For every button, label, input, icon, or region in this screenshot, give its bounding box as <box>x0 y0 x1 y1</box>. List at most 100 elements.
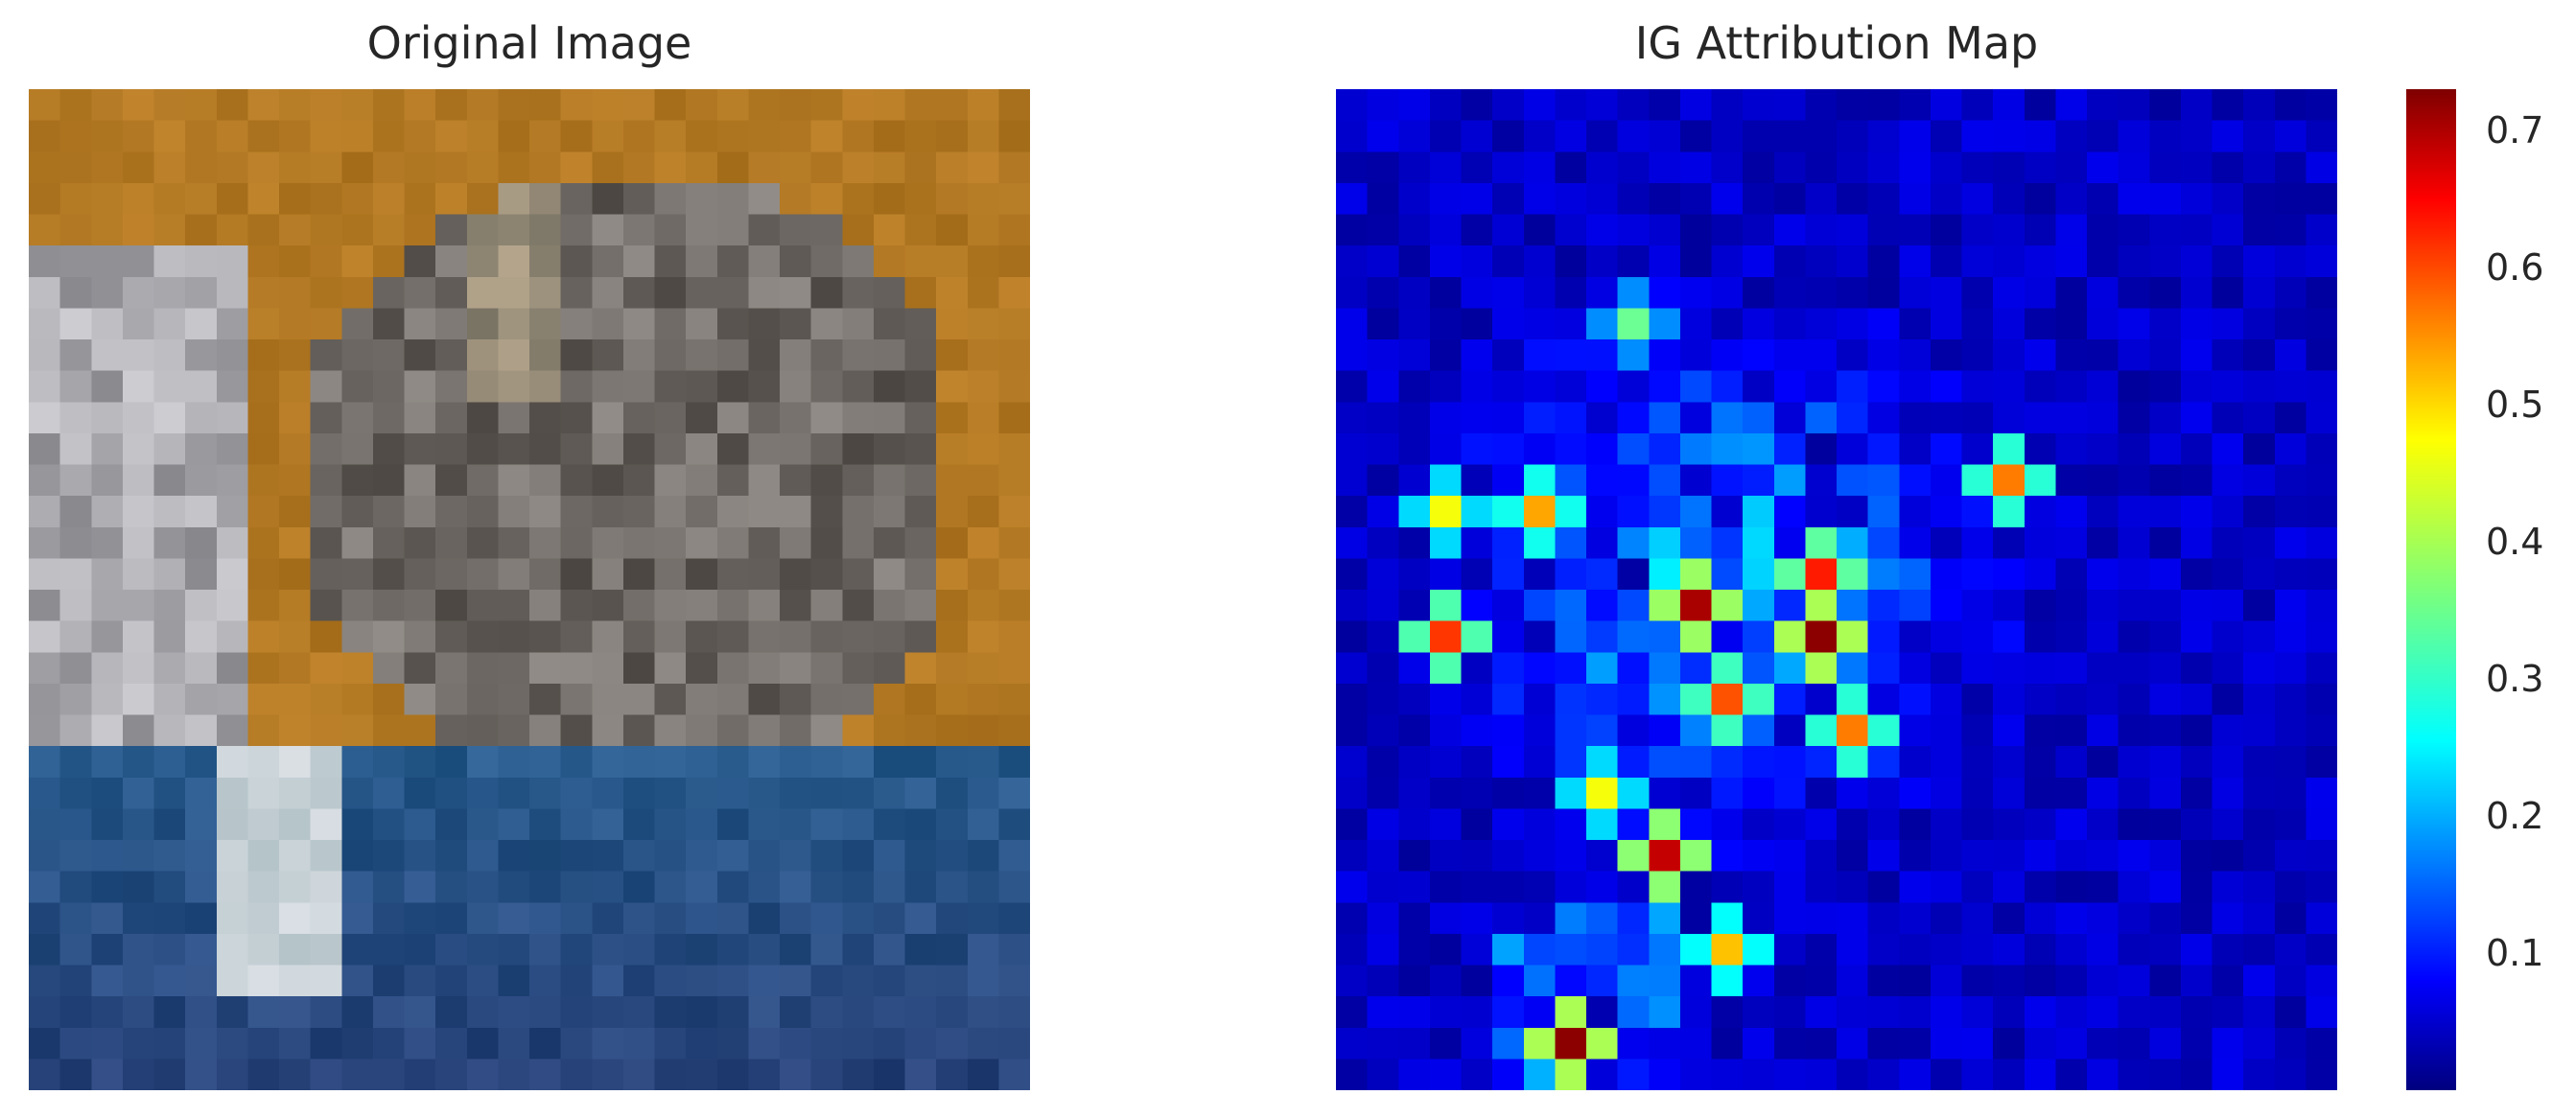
heatmap-cell <box>2212 432 2244 466</box>
heatmap-cell <box>1930 933 1963 967</box>
heatmap-cell <box>1429 620 1463 653</box>
heatmap-cell <box>1711 902 1744 935</box>
image-pixel <box>59 402 92 434</box>
heatmap-cell <box>2024 558 2057 591</box>
heatmap-cell <box>1429 590 1463 622</box>
image-pixel <box>560 89 593 122</box>
image-pixel <box>29 808 61 841</box>
image-pixel <box>998 370 1030 403</box>
heatmap-cell <box>1555 120 1587 152</box>
heatmap-cell <box>1899 840 1932 873</box>
image-pixel <box>185 871 218 903</box>
image-pixel <box>185 464 218 497</box>
image-pixel <box>216 276 249 310</box>
image-pixel <box>185 526 218 560</box>
image-pixel <box>592 89 624 122</box>
image-pixel <box>873 746 906 779</box>
image-pixel <box>780 590 812 622</box>
image-pixel <box>122 590 155 622</box>
heatmap-cell <box>1555 714 1587 747</box>
image-pixel <box>279 714 312 747</box>
image-pixel <box>873 214 906 246</box>
image-pixel <box>279 370 312 403</box>
heatmap-cell <box>1492 120 1525 152</box>
heatmap-cell <box>2212 933 2244 967</box>
heatmap-cell <box>2306 714 2337 747</box>
heatmap-cell <box>1805 182 1838 216</box>
image-pixel <box>748 965 781 997</box>
heatmap-cell <box>1837 308 1869 340</box>
heatmap-cell <box>2087 1059 2119 1090</box>
image-pixel <box>122 308 155 340</box>
heatmap-cell <box>1805 714 1838 747</box>
image-pixel <box>247 1059 280 1090</box>
image-pixel <box>91 339 124 372</box>
image-pixel <box>936 526 969 560</box>
image-pixel <box>810 590 843 622</box>
heatmap-cell <box>1993 339 2026 372</box>
image-pixel <box>91 89 124 122</box>
heatmap-cell <box>2087 339 2119 372</box>
heatmap-cell <box>1930 339 1963 372</box>
image-pixel <box>967 714 1000 747</box>
heatmap-cell <box>1398 370 1431 403</box>
image-pixel <box>748 590 781 622</box>
image-pixel <box>716 120 750 152</box>
image-pixel <box>435 526 468 560</box>
heatmap-cell <box>2118 496 2150 528</box>
image-pixel <box>780 120 812 152</box>
heatmap-cell <box>2180 245 2213 278</box>
heatmap-cell <box>1711 1027 1744 1060</box>
image-pixel <box>967 558 1000 591</box>
image-pixel <box>91 871 124 903</box>
image-pixel <box>498 1059 530 1090</box>
heatmap-cell <box>2180 339 2213 372</box>
image-pixel <box>185 965 218 997</box>
image-pixel <box>780 526 812 560</box>
image-pixel <box>341 1027 374 1060</box>
heatmap-cell <box>2274 182 2307 216</box>
image-pixel <box>560 965 593 997</box>
heatmap-cell <box>1492 214 1525 246</box>
image-pixel <box>716 464 750 497</box>
heatmap-cell <box>1429 182 1463 216</box>
image-pixel <box>341 683 374 716</box>
heatmap-cell <box>1899 370 1932 403</box>
heatmap-cell <box>1867 558 1900 591</box>
image-pixel <box>686 808 718 841</box>
image-pixel <box>122 746 155 779</box>
image-pixel <box>904 558 937 591</box>
heatmap-cell <box>1961 902 1994 935</box>
image-pixel <box>466 432 500 466</box>
image-pixel <box>498 683 530 716</box>
heatmap-cell <box>2055 526 2088 560</box>
heatmap-cell <box>2055 308 2088 340</box>
heatmap-cell <box>1805 89 1838 122</box>
heatmap-cell <box>1336 996 1369 1029</box>
heatmap-cell <box>1867 370 1900 403</box>
image-pixel <box>998 526 1030 560</box>
heatmap-cell <box>1993 902 2026 935</box>
heatmap-cell <box>2180 683 2213 716</box>
image-pixel <box>810 683 843 716</box>
image-pixel <box>810 965 843 997</box>
image-pixel <box>341 871 374 903</box>
image-pixel <box>780 308 812 340</box>
heatmap-cell <box>1679 1059 1713 1090</box>
image-pixel <box>153 276 186 310</box>
image-pixel <box>341 652 374 685</box>
heatmap-cell <box>2243 276 2276 310</box>
image-pixel <box>498 370 530 403</box>
heatmap-cell <box>2306 1059 2337 1090</box>
heatmap-cell <box>2306 402 2337 434</box>
image-pixel <box>185 1027 218 1060</box>
image-pixel <box>904 871 937 903</box>
image-pixel <box>216 683 249 716</box>
heatmap-cell <box>1649 432 1681 466</box>
image-pixel <box>998 402 1030 434</box>
heatmap-cell <box>2212 590 2244 622</box>
heatmap-cell <box>1461 620 1493 653</box>
image-pixel <box>341 464 374 497</box>
image-pixel <box>216 496 249 528</box>
image-pixel <box>466 652 500 685</box>
